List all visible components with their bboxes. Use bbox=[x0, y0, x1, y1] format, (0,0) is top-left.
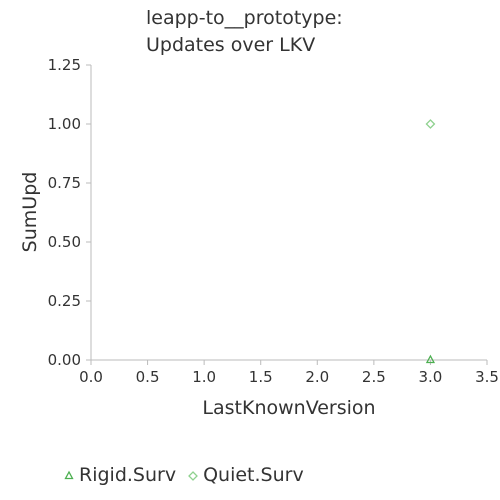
y-tick-label: 0.75 bbox=[48, 174, 81, 192]
data-point-triangle bbox=[425, 354, 436, 364]
title-line-1: leapp-to__prototype: bbox=[146, 7, 343, 29]
x-tick-label: 3.0 bbox=[418, 368, 442, 386]
legend-marker-shape bbox=[188, 471, 198, 481]
triangle-marker-icon bbox=[62, 468, 76, 482]
legend-label: Rigid.Surv bbox=[79, 464, 177, 486]
y-axis-ticks: 0.00 0.25 0.50 0.75 1.00 1.25 bbox=[48, 56, 91, 369]
x-tick-label: 0.5 bbox=[136, 368, 160, 386]
title-line-2: Updates over LKV bbox=[146, 34, 315, 56]
y-axis-label: SumUpd bbox=[19, 172, 41, 253]
data-points bbox=[425, 119, 436, 364]
legend: Rigid.Surv Quiet.Surv bbox=[62, 464, 314, 486]
legend-item: Rigid.Surv bbox=[62, 464, 176, 486]
legend-label: Quiet.Surv bbox=[203, 464, 304, 486]
x-axis-ticks: 0.0 0.5 1.0 1.5 2.0 2.5 3.0 3.5 bbox=[79, 360, 499, 386]
chart-title: leapp-to__prototype: Updates over LKV bbox=[146, 7, 343, 56]
x-tick-label: 0.0 bbox=[79, 368, 103, 386]
y-tick-label: 1.25 bbox=[48, 56, 81, 74]
y-tick-label: 0.50 bbox=[48, 233, 81, 251]
legend-marker-shape bbox=[64, 470, 74, 480]
x-axis-label: LastKnownVersion bbox=[202, 397, 375, 419]
x-tick-label: 2.0 bbox=[305, 368, 329, 386]
x-tick-label: 1.0 bbox=[192, 368, 216, 386]
data-point-diamond bbox=[425, 119, 436, 129]
legend-item: Quiet.Surv bbox=[186, 464, 304, 486]
diamond-marker-icon bbox=[186, 468, 200, 482]
y-tick-label: 0.00 bbox=[48, 351, 81, 369]
y-tick-label: 1.00 bbox=[48, 115, 81, 133]
x-tick-label: 2.5 bbox=[362, 368, 386, 386]
axes bbox=[90, 65, 487, 361]
y-tick-label: 0.25 bbox=[48, 292, 81, 310]
x-tick-label: 1.5 bbox=[249, 368, 273, 386]
x-tick-label: 3.5 bbox=[475, 368, 499, 386]
